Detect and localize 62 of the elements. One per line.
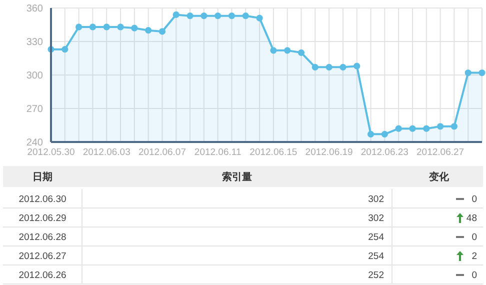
x-tick-label: 2012.06.03	[82, 147, 130, 158]
category-label: 2012.06.30	[18, 194, 66, 205]
x-tick-label: 2012.05.30	[27, 147, 75, 158]
point	[256, 14, 263, 22]
y-tick-label: 240	[26, 138, 44, 148]
point	[117, 24, 124, 30]
text: 变化	[428, 171, 450, 183]
y-tick-label: 300	[26, 70, 44, 82]
x-tick-label: 2012.06.11	[194, 147, 242, 158]
x-tick-label: 2012.06.27	[416, 147, 464, 158]
point	[284, 47, 291, 54]
point	[242, 12, 249, 20]
point	[450, 123, 458, 130]
point	[298, 49, 305, 56]
y-tick-label: 270	[26, 104, 44, 115]
point	[145, 27, 152, 34]
data-label: 2	[472, 251, 477, 262]
point	[409, 125, 416, 132]
data-label: 0	[472, 270, 477, 281]
point	[354, 62, 360, 70]
x-tick-label: 2012.06.07	[138, 147, 186, 158]
data-label: 302	[368, 194, 384, 205]
point	[186, 12, 194, 20]
data-label: 0	[472, 232, 477, 243]
point	[395, 125, 402, 132]
category-label: 2012.06.27	[18, 251, 66, 262]
category-label: 2012.06.26	[18, 270, 66, 281]
point	[381, 130, 388, 138]
point	[200, 12, 208, 20]
y-tick-label: 360	[26, 4, 44, 14]
x-tick-label: 2012.06.19	[305, 147, 353, 158]
point	[423, 125, 430, 132]
data-label: 48	[466, 213, 477, 224]
point	[62, 46, 68, 53]
data-label: 252	[368, 270, 384, 281]
point	[367, 130, 374, 138]
data-label: 0	[472, 194, 477, 205]
data-label: 302	[368, 213, 384, 224]
point	[158, 28, 166, 35]
point	[228, 12, 236, 20]
text: 日期	[32, 171, 52, 183]
point	[270, 47, 277, 54]
point	[76, 24, 82, 30]
x-tick-label: 2012.06.23	[360, 147, 408, 158]
data-label: 254	[368, 251, 384, 262]
point	[89, 24, 96, 30]
point	[312, 64, 318, 70]
data-label: 254	[368, 232, 384, 243]
point	[172, 11, 180, 18]
point	[214, 12, 222, 20]
point	[103, 24, 110, 30]
point	[131, 24, 138, 32]
category-label: 2012.06.29	[18, 213, 66, 224]
point	[436, 123, 444, 130]
point	[464, 69, 472, 76]
x-tick-label: 2012.06.15	[250, 147, 298, 158]
category-label: 2012.06.28	[18, 232, 66, 243]
point	[340, 64, 346, 70]
point	[326, 64, 332, 70]
text: 索引量	[222, 171, 252, 183]
point	[478, 69, 486, 76]
y-tick-label: 330	[26, 37, 44, 48]
